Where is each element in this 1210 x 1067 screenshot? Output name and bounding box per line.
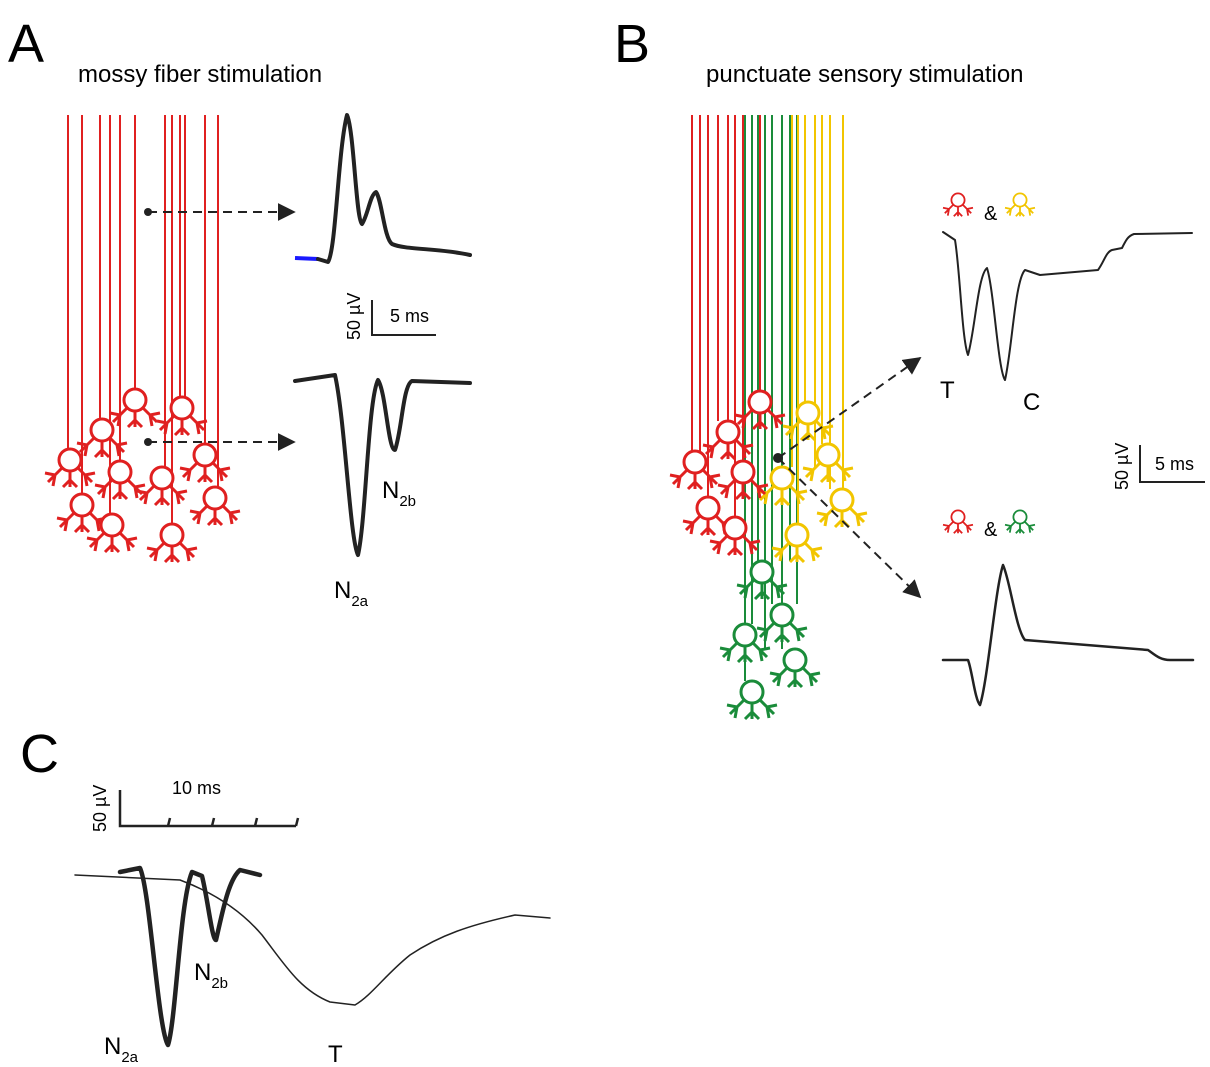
neuron [801,442,855,484]
legend-neuron [942,509,974,535]
peak-label-sub: 2b [399,493,416,510]
scale-label: 50 µV [90,785,110,832]
scale-label: 50 µV [1112,443,1132,490]
peak-label: N2b [194,959,228,992]
scale-bar [1139,445,1205,483]
neuron [85,512,139,554]
peak-label: N2a [104,1033,139,1066]
neuron [108,387,162,429]
neuron [43,447,97,489]
neuron [768,647,822,689]
legend-neuron [942,192,974,218]
legend-neuron [1004,509,1036,535]
peak-label-sub: 2a [351,593,368,610]
scale-label: 5 ms [1155,454,1194,474]
scale-label: 5 ms [390,306,429,326]
peak-label: C [1023,389,1040,416]
neuron [55,492,109,534]
trace [117,865,263,1048]
trace [293,373,472,557]
arrow [777,457,922,599]
joiner: & [984,519,998,541]
neuron [770,522,824,564]
neuron [188,485,242,527]
peak-label-main: N [334,577,351,604]
peak-label: N2a [334,577,369,610]
scale-bar [371,300,436,336]
peak-label: N2b [382,477,416,510]
scale-label: 10 ms [172,778,221,798]
panel-letter: B [614,14,650,74]
joiner: & [984,203,998,225]
scale-label: 50 µV [344,293,364,340]
neuron [716,459,770,501]
scale-bar [118,790,300,828]
trace [74,874,551,1006]
trace [942,231,1193,381]
peak-label: T [328,1041,343,1067]
neuron [145,522,199,564]
neuron [178,442,232,484]
peak-label-main: N [194,959,211,986]
neuron [93,459,147,501]
legend-neuron [1004,192,1036,218]
panel-title: punctuate sensory stimulation [706,61,1024,88]
peak-label-sub: 2a [121,1049,138,1066]
panel-letter: C [20,724,59,784]
neuron [725,679,779,721]
panel-letter: A [8,14,44,74]
peak-label-main: N [382,477,399,504]
trace [941,563,1195,707]
peak-label-sub: 2b [211,975,228,992]
trace [316,113,472,264]
baseline [294,256,319,261]
panel-title: mossy fiber stimulation [78,61,322,88]
peak-label: T [940,377,955,404]
peak-label-main: N [104,1033,121,1060]
